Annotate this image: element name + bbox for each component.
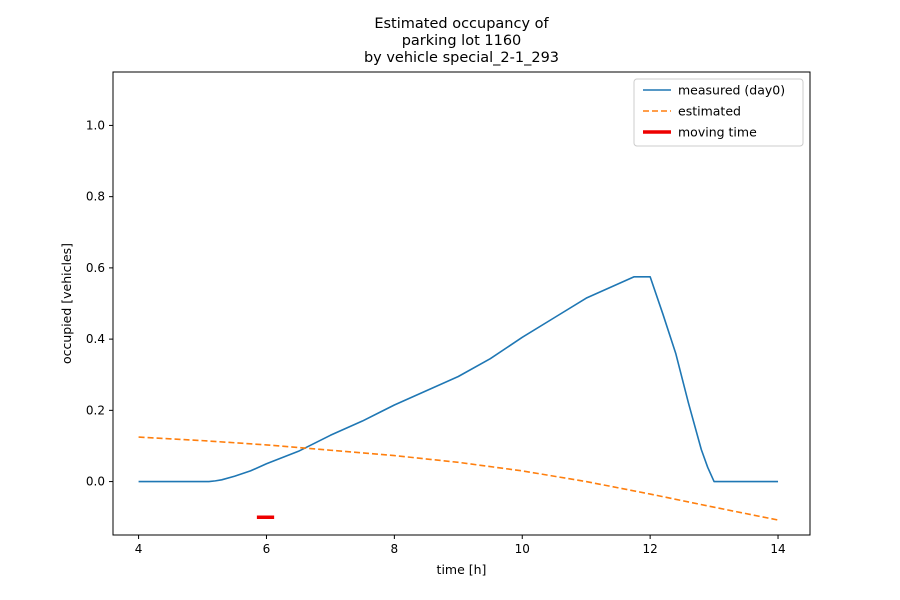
- series-line-measured-day0: [138, 275, 779, 483]
- y-tick-label: 0.6: [86, 261, 105, 275]
- plot-area: [112, 71, 811, 536]
- x-axis: 4 6 8 10 12 14: [135, 535, 786, 556]
- y-axis: 0.0 0.2 0.4 0.6 0.8 1.0: [86, 118, 113, 489]
- x-axis-label: time [h]: [437, 562, 487, 577]
- series-group: [138, 275, 779, 521]
- series-line-estimated: [138, 436, 779, 521]
- legend-label: moving time: [678, 125, 757, 140]
- y-axis-label: occupied [vehicles]: [59, 243, 74, 364]
- legend-label: estimated: [678, 104, 741, 119]
- chart-title-line: parking lot 1160: [402, 33, 522, 49]
- x-tick-label: 10: [515, 542, 530, 556]
- legend: measured (day0) estimated moving time: [633, 78, 804, 147]
- y-tick-label: 0.0: [86, 475, 105, 489]
- y-tick-label: 1.0: [86, 118, 105, 132]
- x-tick-label: 8: [391, 542, 399, 556]
- legend-label: measured (day0): [678, 83, 785, 98]
- x-tick-label: 12: [642, 542, 657, 556]
- x-tick-label: 6: [263, 542, 271, 556]
- x-tick-label: 4: [135, 542, 143, 556]
- y-tick-label: 0.2: [86, 403, 105, 417]
- chart-title-line: by vehicle special_2-1_293: [364, 50, 559, 66]
- y-tick-label: 0.8: [86, 190, 105, 204]
- chart-title-line: Estimated occupancy of: [374, 16, 549, 32]
- x-tick-label: 14: [770, 542, 785, 556]
- legend-box: [633, 78, 804, 147]
- y-tick-label: 0.4: [86, 332, 105, 346]
